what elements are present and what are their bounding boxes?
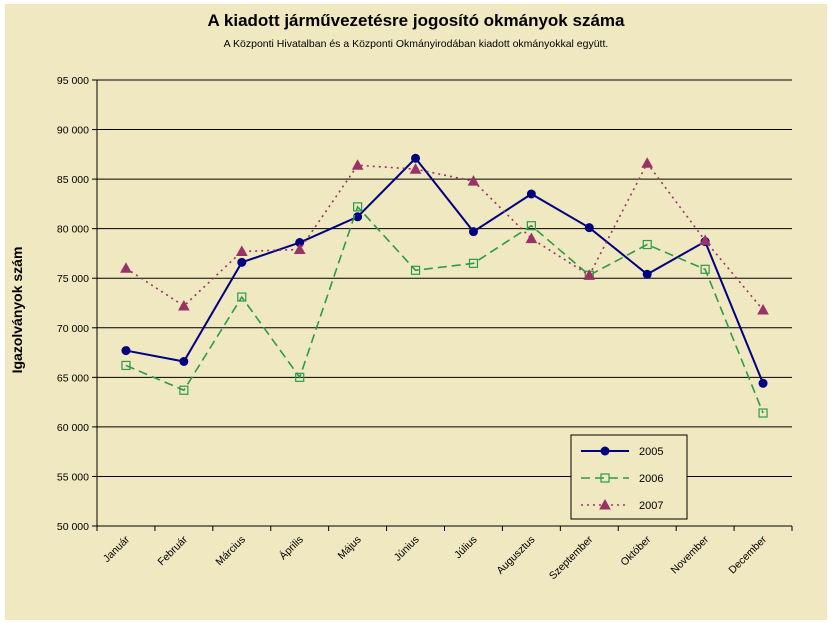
y-tick-label: 50 000 <box>57 521 89 533</box>
data-point <box>295 372 305 382</box>
chart-title: A kiadott járművezetésre jogosító okmány… <box>208 11 625 30</box>
data-point <box>351 159 364 170</box>
data-point <box>642 269 652 279</box>
data-point <box>584 223 594 233</box>
data-point <box>700 264 710 274</box>
data-point <box>526 221 536 231</box>
x-tick-label: Szeptember <box>547 533 596 582</box>
data-point <box>468 258 479 268</box>
data-point <box>758 408 768 418</box>
data-point <box>699 234 711 246</box>
data-point <box>583 269 596 280</box>
y-tick-label: 55 000 <box>57 471 89 483</box>
data-point <box>410 265 421 275</box>
data-point <box>599 498 611 510</box>
y-tick-label: 90 000 <box>57 125 89 137</box>
data-point <box>600 473 610 483</box>
x-tick-label: Február <box>156 533 191 568</box>
data-point <box>121 346 131 356</box>
legend-label: 2006 <box>639 473 663 485</box>
data-point <box>526 189 536 199</box>
data-point <box>293 243 306 254</box>
gridlines <box>97 79 792 477</box>
series-2007 <box>120 157 769 315</box>
x-tick-label: Július <box>452 534 479 561</box>
x-tick-label: Június <box>392 534 422 564</box>
data-point <box>409 163 422 174</box>
data-point <box>468 227 478 237</box>
data-point <box>121 360 131 371</box>
x-tick-label: Március <box>213 534 247 568</box>
y-tick-label: 85 000 <box>57 174 89 186</box>
series-line <box>125 161 764 311</box>
data-point <box>757 303 769 315</box>
y-tick-label: 95 000 <box>57 75 89 87</box>
series-lines <box>120 153 769 418</box>
x-tick-label: Május <box>335 534 363 562</box>
chart-subtitle: A Központi Hivatalban és a Központi Okmá… <box>224 38 609 50</box>
series-2005 <box>121 153 768 388</box>
data-point <box>600 446 610 456</box>
data-point <box>237 257 247 267</box>
data-point <box>178 299 190 311</box>
y-tick-label: 75 000 <box>57 273 89 285</box>
data-point <box>467 175 480 186</box>
chart-frame: A kiadott járművezetésre jogosító okmány… <box>5 4 827 620</box>
x-tick-label: Október <box>618 533 653 568</box>
data-point <box>642 239 652 250</box>
y-tick-label: 80 000 <box>57 224 89 236</box>
y-axis-label: Igazolványok szám <box>9 247 25 374</box>
x-tick-label: Augusztus <box>494 534 537 577</box>
data-point <box>758 378 768 388</box>
legend-box <box>570 434 688 520</box>
x-tick-label: Január <box>101 533 133 565</box>
legend: 2005 2006 2007 <box>570 434 688 520</box>
x-tick-label: December <box>726 533 769 576</box>
y-tick-label: 60 000 <box>57 422 89 434</box>
data-point <box>179 385 189 395</box>
y-tick-label: 70 000 <box>57 323 89 335</box>
data-point <box>641 157 654 168</box>
data-point <box>353 202 363 212</box>
data-point <box>411 153 421 163</box>
data-point <box>237 292 247 302</box>
data-point <box>120 262 132 273</box>
series-2006 <box>121 202 768 418</box>
data-point <box>179 356 189 366</box>
y-tick-label: 65 000 <box>57 372 89 384</box>
data-point <box>235 245 248 256</box>
data-point <box>525 232 538 244</box>
legend-label: 2005 <box>639 446 663 458</box>
x-tick-label: Április <box>276 533 305 562</box>
legend-label: 2007 <box>639 500 663 512</box>
x-tick-label: November <box>669 533 712 576</box>
chart-svg: A kiadott járművezetésre jogosító okmány… <box>9 11 793 582</box>
series-line <box>125 205 764 414</box>
series-line <box>125 156 764 384</box>
